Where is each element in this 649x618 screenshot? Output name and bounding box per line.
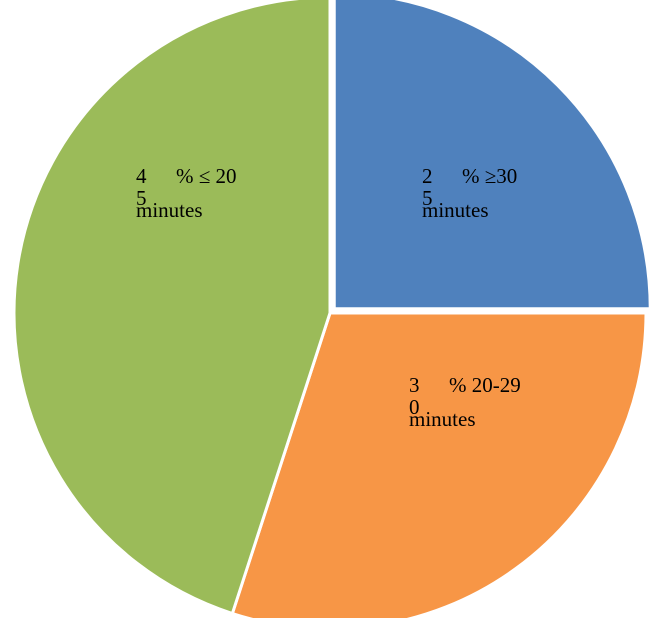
slice-label-0-line-0-col-1: % ≥30 xyxy=(462,164,517,188)
slice-label-0-line-1-col-0: 5 xyxy=(422,186,433,210)
slice-label-2-line-1-col-0: 5 xyxy=(136,186,147,210)
slice-label-1-line-1-col-0: 0 xyxy=(409,395,420,419)
slice-label-1-line-0-col-0: 3 xyxy=(409,373,420,397)
pie-slice-1 xyxy=(230,311,648,618)
pie-slice-0 xyxy=(332,0,649,311)
slice-label-1-line-0-col-1: % 20-29 xyxy=(449,373,521,397)
pie-slices xyxy=(12,0,649,618)
slice-label-1-line-2-col-0: minutes xyxy=(409,407,476,431)
slice-label-2-line-0-col-1: % ≤ 20 xyxy=(176,164,237,188)
slice-label-2-line-2-col-0: minutes xyxy=(136,198,203,222)
slice-label-2-line-0-col-0: 4 xyxy=(136,164,147,188)
pie-slice-2 xyxy=(12,0,332,616)
slice-label-0-line-0-col-0: 2 xyxy=(422,164,433,188)
slice-label-0-line-2-col-0: minutes xyxy=(422,198,489,222)
